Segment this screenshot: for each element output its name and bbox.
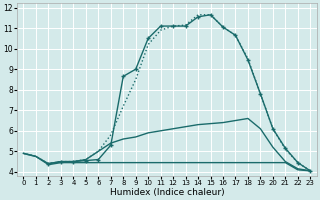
- X-axis label: Humidex (Indice chaleur): Humidex (Indice chaleur): [109, 188, 224, 197]
